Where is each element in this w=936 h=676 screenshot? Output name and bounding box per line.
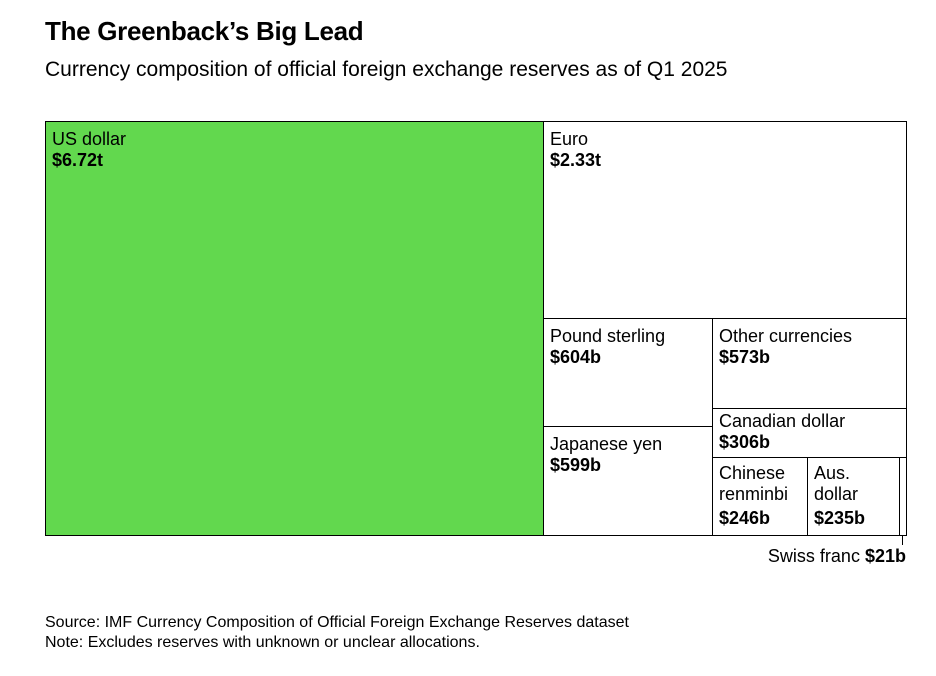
tile-swiss-franc — [899, 457, 907, 536]
tile-value-chinese-renminbi: $246b — [719, 508, 771, 528]
tile-aus-dollar: Aus. dollar $235b — [807, 457, 900, 536]
tile-label-other-currencies: Other currencies — [719, 326, 853, 346]
chart-subtitle: Currency composition of official foreign… — [45, 58, 728, 81]
tile-label-pound-sterling: Pound sterling — [550, 326, 666, 346]
tile-chinese-renminbi: Chinese renminbi $246b — [712, 457, 808, 536]
tile-value-us-dollar: $6.72t — [52, 150, 104, 170]
swiss-franc-leader-line — [902, 535, 903, 545]
tile-canadian-dollar: Canadian dollar $306b — [712, 408, 907, 458]
tile-value-euro: $2.33t — [550, 150, 602, 170]
tile-pound-sterling: Pound sterling $604b — [543, 318, 713, 427]
tile-euro: Euro $2.33t — [543, 121, 907, 319]
source-note: Source: IMF Currency Composition of Offi… — [45, 614, 629, 631]
tile-label-aus-dollar: Aus. dollar — [814, 463, 859, 504]
swiss-franc-callout: Swiss franc $21b — [768, 546, 906, 567]
tile-value-other-currencies: $573b — [719, 347, 771, 367]
swiss-franc-callout-value: $21b — [864, 546, 906, 566]
tile-label-chinese-renminbi: Chinese renminbi — [719, 463, 789, 504]
tile-us-dollar: US dollar $6.72t — [45, 121, 544, 536]
tile-japanese-yen: Japanese yen $599b — [543, 426, 713, 536]
exclusion-note: Note: Excludes reserves with unknown or … — [45, 634, 480, 651]
tile-value-canadian-dollar: $306b — [719, 432, 771, 452]
tile-other-currencies: Other currencies $573b — [712, 318, 907, 409]
tile-label-us-dollar: US dollar — [52, 129, 127, 149]
tile-value-pound-sterling: $604b — [550, 347, 602, 367]
tile-label-canadian-dollar: Canadian dollar — [719, 411, 846, 431]
swiss-franc-callout-label: Swiss franc — [767, 546, 860, 566]
tile-label-japanese-yen: Japanese yen — [550, 434, 663, 454]
chart-title: The Greenback’s Big Lead — [45, 16, 364, 46]
tile-value-japanese-yen: $599b — [550, 455, 602, 475]
tile-value-aus-dollar: $235b — [814, 508, 866, 528]
tile-label-euro: Euro — [550, 129, 589, 149]
